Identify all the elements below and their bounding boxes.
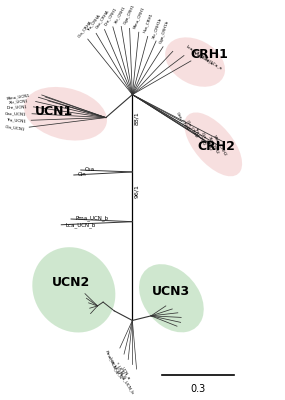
Text: Tru_UCN1: Tru_UCN1 [7,118,27,124]
Text: Mmu_CRH1: Mmu_CRH1 [132,6,145,29]
Text: Gac_CRHA: Gac_CRHA [95,8,110,29]
Text: Ola_CRHA: Ola_CRHA [77,20,93,39]
Text: CRH2: CRH2 [197,140,235,153]
Text: 88/1: 88/1 [134,112,139,125]
Text: 0.3: 0.3 [190,384,205,394]
Text: Dre_CRH1: Dre_CRH1 [104,6,118,26]
Ellipse shape [32,247,115,332]
Text: Pma_UCN_b: Pma_UCN_b [118,371,135,395]
Text: UCN3: UCN3 [152,285,190,298]
Text: Ola_UCN1: Ola_UCN1 [5,124,26,131]
Text: Pma_UCN_b: Pma_UCN_b [75,215,108,221]
Text: Ola_CRH2: Ola_CRH2 [185,119,199,139]
Text: Lca_UCN_b: Lca_UCN_b [66,222,96,228]
Text: Gga_CRH1: Gga_CRH1 [123,4,136,25]
Ellipse shape [139,264,204,332]
Text: Lca_CRH1Ca_a: Lca_CRH1Ca_a [185,44,214,65]
Text: Xtr_UCN1: Xtr_UCN1 [8,98,29,104]
Text: CRH1: CRH1 [190,48,228,61]
Ellipse shape [184,112,242,176]
Text: Pma_CRH1Ca_a: Pma_CRH1Ca_a [192,50,223,70]
Text: UCN_a: UCN_a [120,366,131,381]
Text: Dre_CRH2: Dre_CRH2 [201,132,213,152]
Text: Mmu_CRH2: Mmu_CRH2 [213,134,228,156]
Text: Gga_CRH1b: Gga_CRH1b [159,20,170,44]
Text: 96/1: 96/1 [134,184,139,198]
Text: UCN1: UCN1 [35,105,74,118]
Text: * UCN_b: * UCN_b [115,362,127,379]
Text: Hsa_CRH1: Hsa_CRH1 [142,12,153,33]
Text: Mmu_UCN1: Mmu_UCN1 [7,93,30,100]
Text: Csa: Csa [85,167,95,172]
Text: Xtr_CRH2: Xtr_CRH2 [208,136,220,155]
Text: Xtr_CRH1: Xtr_CRH1 [113,5,126,24]
Text: UCN2: UCN2 [52,276,90,289]
Text: Cin: Cin [78,172,87,178]
Text: Gac_CRH2: Gac_CRH2 [176,111,191,132]
Text: Gac_UCN1: Gac_UCN1 [5,112,27,116]
Text: Dre_UCN1: Dre_UCN1 [6,104,27,109]
Ellipse shape [24,87,107,140]
Text: Xtr_CRH1b: Xtr_CRH1b [151,16,162,39]
Text: Tru_CRH2: Tru_CRH2 [194,126,207,146]
Ellipse shape [165,37,225,87]
Text: Pma_UCN_a: Pma_UCN_a [104,350,119,375]
Text: Lca_UCN_a: Lca_UCN_a [108,356,123,379]
Text: Tru_CRHA: Tru_CRHA [86,14,101,32]
